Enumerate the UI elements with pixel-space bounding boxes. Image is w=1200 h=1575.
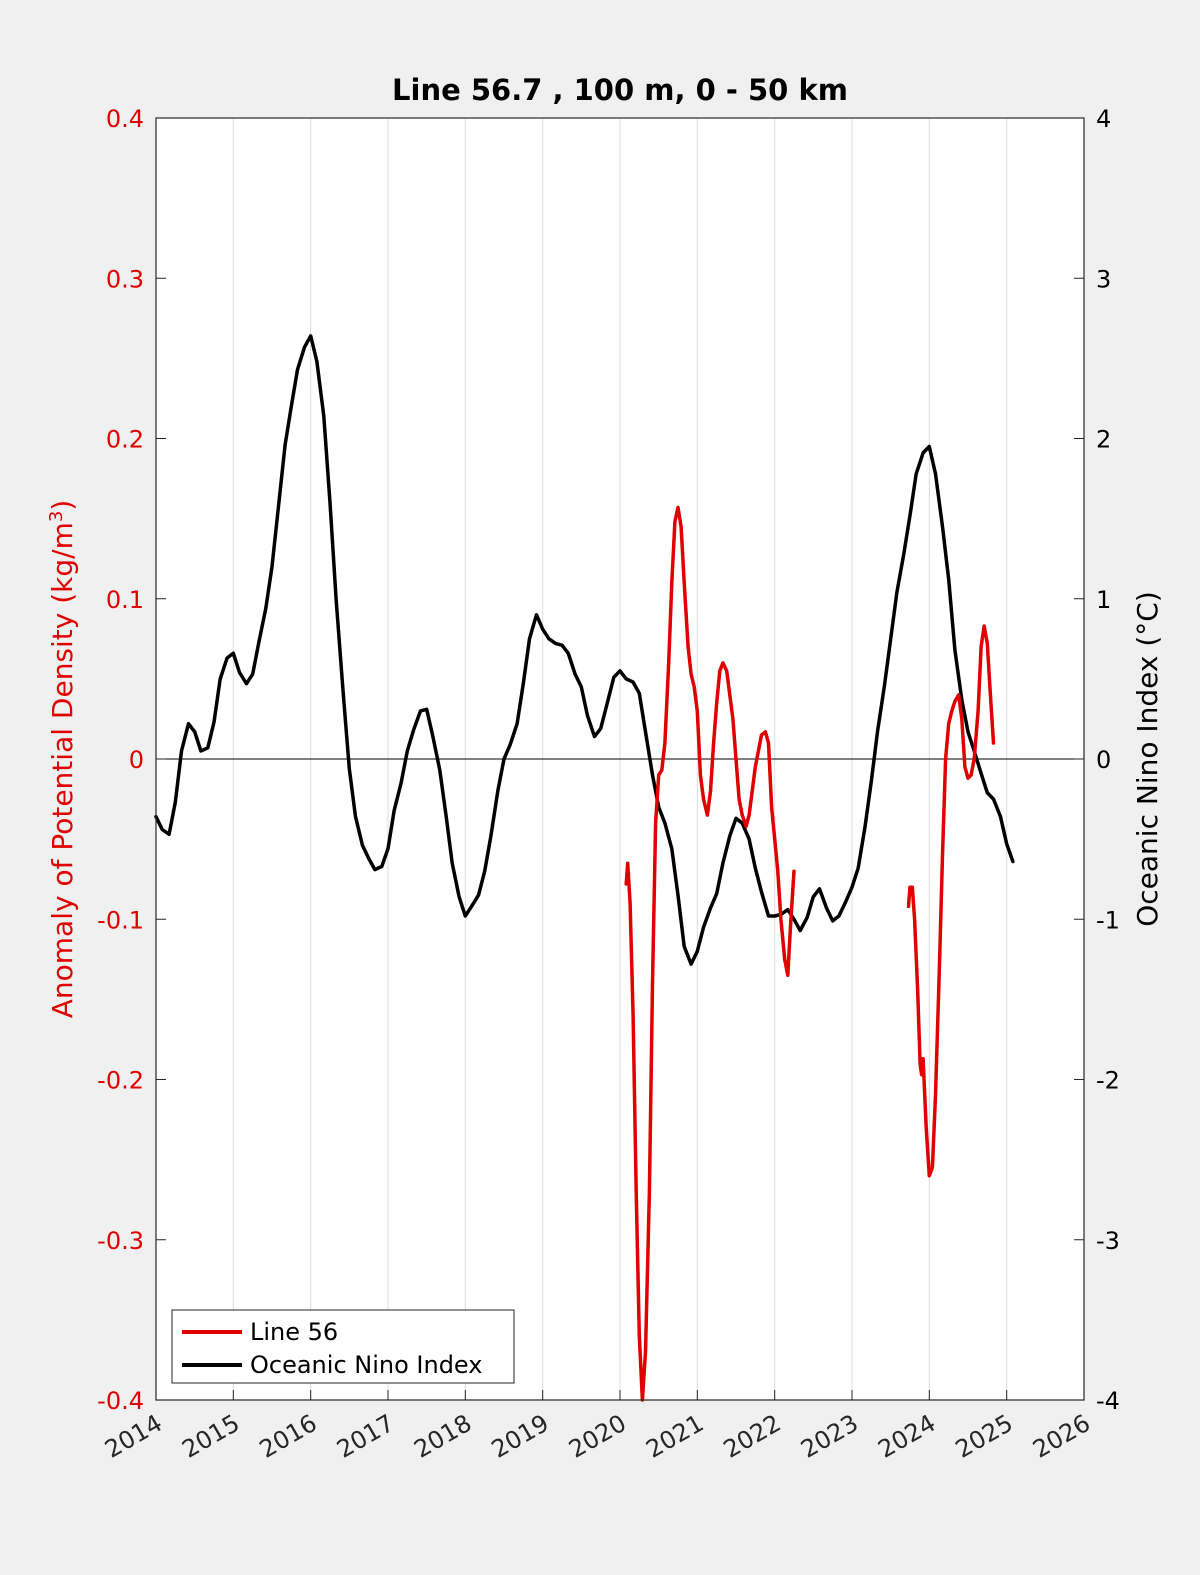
- series-line56-segment-2: [906, 624, 996, 1178]
- left-tick-label-0.1: 0.1: [106, 586, 144, 614]
- y-axis-left-label-superscript: 3: [46, 511, 67, 522]
- series-layer: [154, 334, 1015, 1402]
- y-axis-left-label-main: Anomaly of Potential Density (kg/m: [46, 522, 79, 1018]
- right-tick-label--3: -3: [1096, 1227, 1120, 1255]
- right-tick-label-0: 0: [1096, 746, 1111, 774]
- x-tick-label-2019: 2019: [487, 1409, 554, 1464]
- right-tick-label--4: -4: [1096, 1387, 1120, 1415]
- series-line56-segment-1: [624, 505, 796, 1402]
- y-axis-left-label-end: ): [46, 500, 79, 511]
- x-tick-label-2021: 2021: [641, 1409, 708, 1464]
- x-tick-label-2020: 2020: [564, 1409, 631, 1464]
- x-tick-label-2018: 2018: [409, 1409, 476, 1464]
- legend: Line 56 Oceanic Nino Index: [171, 1309, 515, 1384]
- left-tick-label-0: 0: [129, 746, 144, 774]
- right-axis-ticks: -4 -3 -2 -1 0 1 2 3 4: [1074, 105, 1120, 1415]
- x-tick-label-2014: 2014: [100, 1409, 167, 1464]
- left-tick-label-0.4: 0.4: [106, 105, 144, 133]
- x-tick-label-2016: 2016: [255, 1409, 322, 1464]
- right-tick-label--1: -1: [1096, 906, 1120, 934]
- right-tick-label-1: 1: [1096, 586, 1111, 614]
- left-tick-label--0.3: -0.3: [97, 1227, 144, 1255]
- left-tick-label--0.4: -0.4: [97, 1387, 144, 1415]
- right-tick-label--2: -2: [1096, 1067, 1120, 1095]
- right-tick-label-4: 4: [1096, 105, 1111, 133]
- left-tick-label--0.2: -0.2: [97, 1067, 144, 1095]
- legend-box: [171, 1309, 515, 1384]
- x-tick-label-2026: 2026: [1028, 1409, 1095, 1464]
- x-tick-label-2023: 2023: [796, 1409, 863, 1464]
- left-tick-label--0.1: -0.1: [97, 906, 144, 934]
- legend-label-line56: Line 56: [250, 1318, 338, 1346]
- x-tick-label-2025: 2025: [951, 1409, 1018, 1464]
- y-axis-right-label: Oceanic Nino Index (°C): [1131, 591, 1164, 927]
- right-tick-label-2: 2: [1096, 426, 1111, 454]
- x-tick-label-2017: 2017: [332, 1409, 399, 1464]
- x-tick-label-2024: 2024: [873, 1409, 940, 1464]
- y-axis-left-label: Anomaly of Potential Density (kg/m3): [46, 500, 79, 1019]
- legend-label-oni: Oceanic Nino Index: [250, 1351, 482, 1379]
- series-oni-line: [154, 334, 1015, 966]
- left-tick-label-0.3: 0.3: [106, 265, 144, 293]
- x-tick-label-2015: 2015: [177, 1409, 244, 1464]
- chart-title: Line 56.7 , 100 m, 0 - 50 km: [392, 73, 848, 107]
- x-tick-label-2022: 2022: [719, 1409, 786, 1464]
- right-tick-label-3: 3: [1096, 265, 1111, 293]
- left-axis-ticks: -0.4 -0.3 -0.2 -0.1 0 0.1 0.2 0.3 0.4: [97, 105, 166, 1415]
- left-tick-label-0.2: 0.2: [106, 426, 144, 454]
- x-axis-ticks: 2014 2015 2016 2017 2018 2019 2020 2021 2022 2023…: [100, 1390, 1095, 1464]
